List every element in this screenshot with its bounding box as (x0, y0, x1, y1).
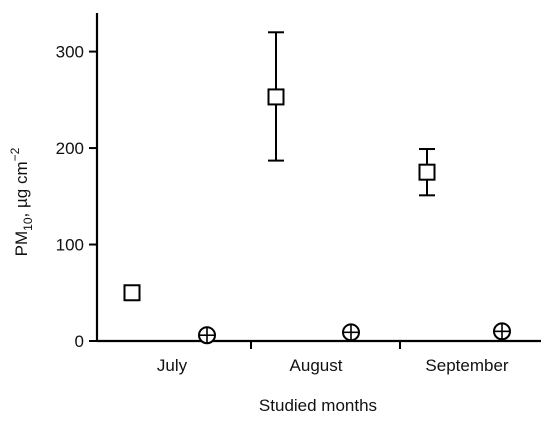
x-axis-title: Studied months (259, 396, 377, 415)
y-ticks: 0 100 200 300 (56, 43, 97, 351)
circle-plus-marker (198, 326, 216, 345)
y-axis-title-superscript: −2 (8, 147, 22, 161)
error-bars (268, 31, 435, 197)
y-tick-label: 200 (56, 139, 84, 158)
open-square-marker (418, 163, 436, 181)
y-tick-label: 300 (56, 43, 84, 62)
y-axis-title-base: PM (12, 231, 31, 257)
y-axis-title: PM10, µg cm−2 (8, 147, 35, 256)
circle-plus-marker (342, 323, 360, 342)
y-axis-title-middle: , µg cm (12, 161, 31, 217)
x-tick-label: September (425, 356, 508, 375)
open-square-marker (123, 284, 141, 302)
circle-plus-marker (493, 322, 511, 341)
open-square-marker (267, 88, 285, 106)
y-tick-label: 0 (75, 332, 84, 351)
y-axis-title-subscript: 10 (21, 217, 35, 231)
y-tick-label: 100 (56, 236, 84, 255)
axes (95, 13, 541, 343)
x-tick-label: August (290, 356, 343, 375)
x-tick-label: July (157, 356, 188, 375)
markers (123, 88, 511, 345)
x-ticks: July August September (157, 341, 509, 375)
